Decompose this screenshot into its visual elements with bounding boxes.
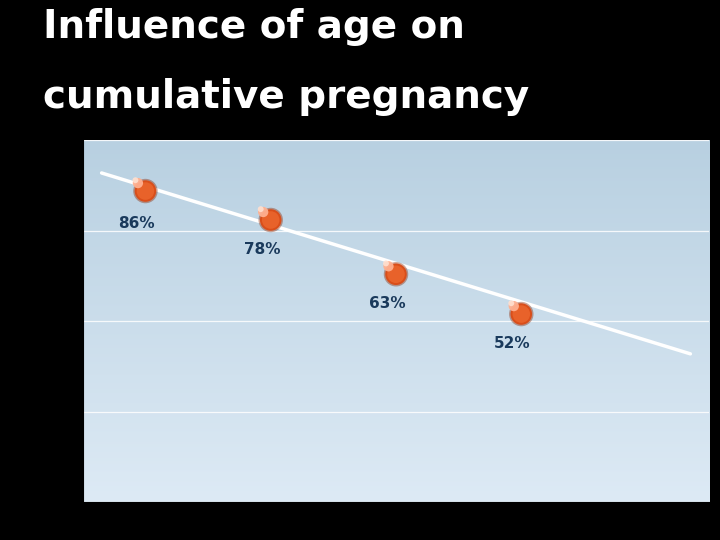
Point xyxy=(390,270,402,279)
Text: 63%: 63% xyxy=(369,296,405,311)
Text: cumulative pregnancy: cumulative pregnancy xyxy=(43,78,529,116)
Point xyxy=(265,215,276,224)
Point xyxy=(140,187,151,195)
Point xyxy=(505,299,517,307)
Point xyxy=(390,270,402,279)
Text: Influence of age on: Influence of age on xyxy=(43,8,465,46)
Point xyxy=(383,262,395,271)
Point xyxy=(140,187,151,195)
Point xyxy=(140,187,151,195)
Point xyxy=(130,176,141,185)
X-axis label: Age in years: Age in years xyxy=(348,528,444,540)
Point xyxy=(265,215,276,224)
Text: 52%: 52% xyxy=(494,336,531,351)
Point xyxy=(265,215,276,224)
Text: 78%: 78% xyxy=(243,242,280,256)
Point xyxy=(516,310,527,319)
Point xyxy=(516,310,527,319)
Text: 86%: 86% xyxy=(118,217,155,231)
Point xyxy=(516,310,527,319)
Y-axis label: % Conceiving in 12 months: % Conceiving in 12 months xyxy=(30,217,45,426)
Point xyxy=(508,302,520,310)
Point xyxy=(258,208,269,217)
Point xyxy=(255,205,266,213)
Point xyxy=(380,259,392,268)
Point xyxy=(390,270,402,279)
Point xyxy=(132,179,144,187)
